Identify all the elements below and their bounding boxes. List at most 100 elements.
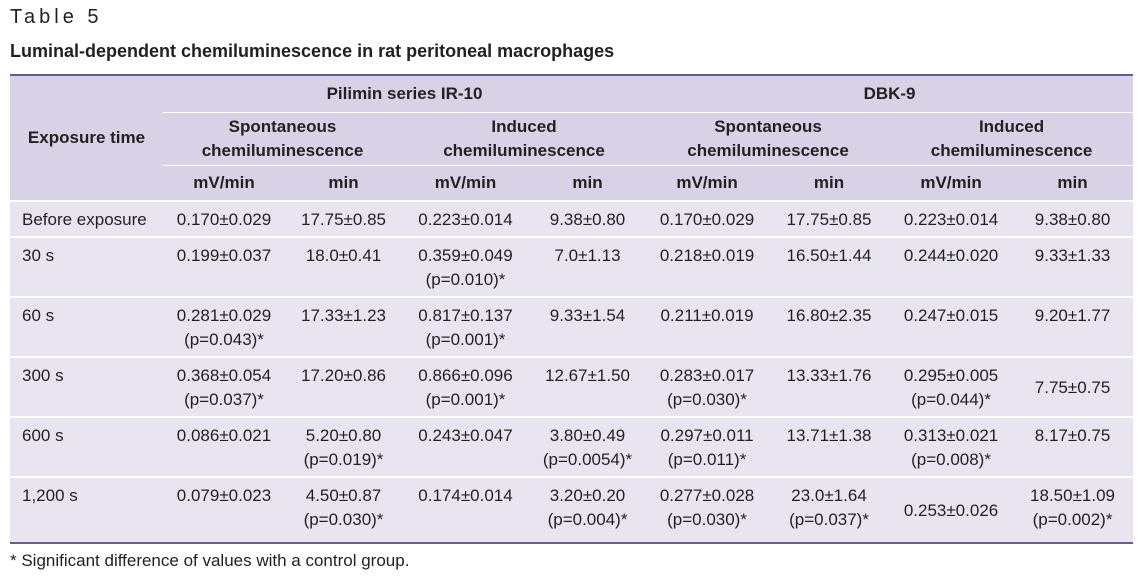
cell-value: 9.33±1.33 [1034, 246, 1111, 265]
table-cell: 0.170±0.029 [163, 200, 285, 237]
cell-value: 0.817±0.137 [418, 306, 513, 325]
table-number-label: Table 5 [10, 6, 103, 28]
table-cell: 0.223±0.014 [402, 200, 529, 237]
table-title: Luminal-dependent chemiluminescence in r… [10, 41, 615, 61]
header-spontaneous-1: Spontaneous chemiluminescence [163, 112, 402, 166]
table-cell: 18.0±0.41 [285, 236, 402, 297]
cell-value: 0.247±0.015 [903, 306, 999, 325]
cell-p-value: (p=0.030)* [667, 510, 747, 529]
header-line: Induced [978, 117, 1045, 136]
cell-value: 17.75±0.85 [786, 210, 872, 229]
row-label: 300 s [10, 356, 163, 417]
cell-value: 3.20±0.20 [549, 486, 626, 505]
table-row: 1,200 s 0.079±0.023 4.50±0.87 (p=0.030)* 0.1… [10, 476, 1134, 544]
header-line: Spontaneous [714, 117, 822, 136]
cell-value: 0.218±0.019 [659, 246, 755, 265]
table-cell: 13.71±1.38 [768, 416, 891, 477]
cell-value: 16.80±2.35 [786, 306, 872, 325]
row-label: 60 s [10, 296, 163, 357]
table-cell: 0.218±0.019 [646, 236, 769, 297]
table-cell: 7.0±1.13 [529, 236, 647, 297]
cell-value: 0.244±0.020 [903, 246, 999, 265]
cell-value: 0.211±0.019 [660, 306, 754, 325]
table-cell: 9.33±1.33 [1012, 236, 1134, 297]
table-cell: 0.170±0.029 [646, 200, 769, 237]
header-unit: mV/min [646, 165, 769, 201]
row-label: 30 s [10, 236, 163, 297]
cell-value: 13.71±1.38 [786, 426, 872, 445]
header-unit: mV/min [890, 165, 1013, 201]
table-cell: 0.079±0.023 [163, 476, 285, 544]
cell-value: 0.223±0.014 [903, 210, 999, 229]
data-table: Exposure time Pilimin series IR-10 DBK-9… [10, 74, 1134, 544]
cell-value: 17.20±0.86 [301, 366, 386, 385]
header-spontaneous-2: Spontaneous chemiluminescence [646, 112, 891, 166]
cell-value: 12.67±1.50 [545, 366, 630, 385]
cell-p-value: (p=0.037)* [789, 510, 869, 529]
cell-value: 9.38±0.80 [549, 210, 626, 229]
cell-value: 0.170±0.029 [176, 210, 272, 229]
cell-p-value: (p=0.008)* [911, 450, 991, 469]
cell-p-value: (p=0.004)* [547, 510, 628, 529]
table-cell: 0.247±0.015 [890, 296, 1013, 357]
cell-value: 0.170±0.029 [659, 210, 755, 229]
cell-p-value: (p=0.030)* [303, 510, 384, 529]
table-cell: 0.817±0.137 (p=0.001)* [402, 296, 529, 357]
cell-value: 0.086±0.021 [176, 426, 272, 445]
cell-value: 8.17±0.75 [1034, 426, 1111, 445]
cell-value: 9.38±0.80 [1034, 210, 1111, 229]
cell-p-value: (p=0.030)* [667, 390, 747, 409]
cell-value: 0.223±0.014 [418, 210, 513, 229]
cell-value: 0.368±0.054 [176, 366, 272, 385]
table-cell: 0.199±0.037 [163, 236, 285, 297]
cell-value: 9.20±1.77 [1034, 306, 1111, 325]
table-cell: 8.17±0.75 [1012, 416, 1134, 477]
table-row: 300 s 0.368±0.054 (p=0.037)* 17.20±0.86 0.86… [10, 356, 1134, 417]
cell-value: 13.33±1.76 [786, 366, 872, 385]
cell-p-value: (p=0.044)* [911, 390, 991, 409]
table-cell: 9.38±0.80 [1012, 200, 1134, 237]
cell-value: 4.50±0.87 [305, 486, 382, 505]
table-footnote: * Significant difference of values with … [10, 551, 410, 570]
table-cell: 0.277±0.028 (p=0.030)* [646, 476, 769, 544]
header-group-dbk9: DBK-9 [646, 74, 1134, 113]
cell-p-value: (p=0.0054)* [542, 450, 633, 469]
header-unit: min [768, 165, 891, 201]
table-row: 60 s 0.281±0.029 (p=0.043)* 17.33±1.23 0.817… [10, 296, 1134, 357]
table-cell: 0.211±0.019 [646, 296, 769, 357]
table-cell: 17.75±0.85 [768, 200, 891, 237]
header-group-pilimin: Pilimin series IR-10 [163, 74, 647, 113]
header-unit: min [1012, 165, 1134, 201]
table-row: 30 s 0.199±0.037 18.0±0.41 0.359±0.049 (p=0.… [10, 236, 1134, 297]
table-cell: 0.297±0.011 (p=0.011)* [646, 416, 769, 477]
table-cell: 0.253±0.026 [890, 476, 1013, 544]
header-line: Spontaneous [228, 117, 337, 136]
table-cell: 9.38±0.80 [529, 200, 647, 237]
header-exposure-time: Exposure time [10, 74, 163, 201]
cell-value: 0.079±0.023 [176, 486, 272, 505]
table-cell: 13.33±1.76 [768, 356, 891, 417]
table-cell: 0.283±0.017 (p=0.030)* [646, 356, 769, 417]
cell-value: 0.295±0.005 [903, 366, 999, 385]
header-line: Induced [491, 117, 557, 136]
cell-value: 9.33±1.54 [549, 306, 626, 325]
header-line: chemiluminescence [687, 141, 849, 160]
cell-value: 3.80±0.49 [549, 426, 626, 445]
cell-value: 0.283±0.017 [659, 366, 755, 385]
row-label: Before exposure [10, 200, 163, 237]
table-cell: 0.281±0.029 (p=0.043)* [163, 296, 285, 357]
table-cell: 0.295±0.005 (p=0.044)* [890, 356, 1013, 417]
data-table-container: Exposure time Pilimin series IR-10 DBK-9… [10, 74, 1134, 544]
header-line: chemiluminescence [201, 141, 364, 160]
header-induced-2: Induced chemiluminescence [890, 112, 1134, 166]
table-cell: 0.244±0.020 [890, 236, 1013, 297]
table-cell: 17.20±0.86 [285, 356, 402, 417]
row-label: 1,200 s [10, 476, 163, 544]
table-cell: 18.50±1.09 (p=0.002)* [1012, 476, 1134, 544]
cell-value: 16.50±1.44 [786, 246, 872, 265]
cell-value: 0.313±0.021 [903, 426, 999, 445]
header-unit: mV/min [163, 165, 285, 201]
cell-value: 18.0±0.41 [305, 246, 382, 265]
cell-value: 0.253±0.026 [903, 501, 999, 520]
table-cell: 0.313±0.021 (p=0.008)* [890, 416, 1013, 477]
